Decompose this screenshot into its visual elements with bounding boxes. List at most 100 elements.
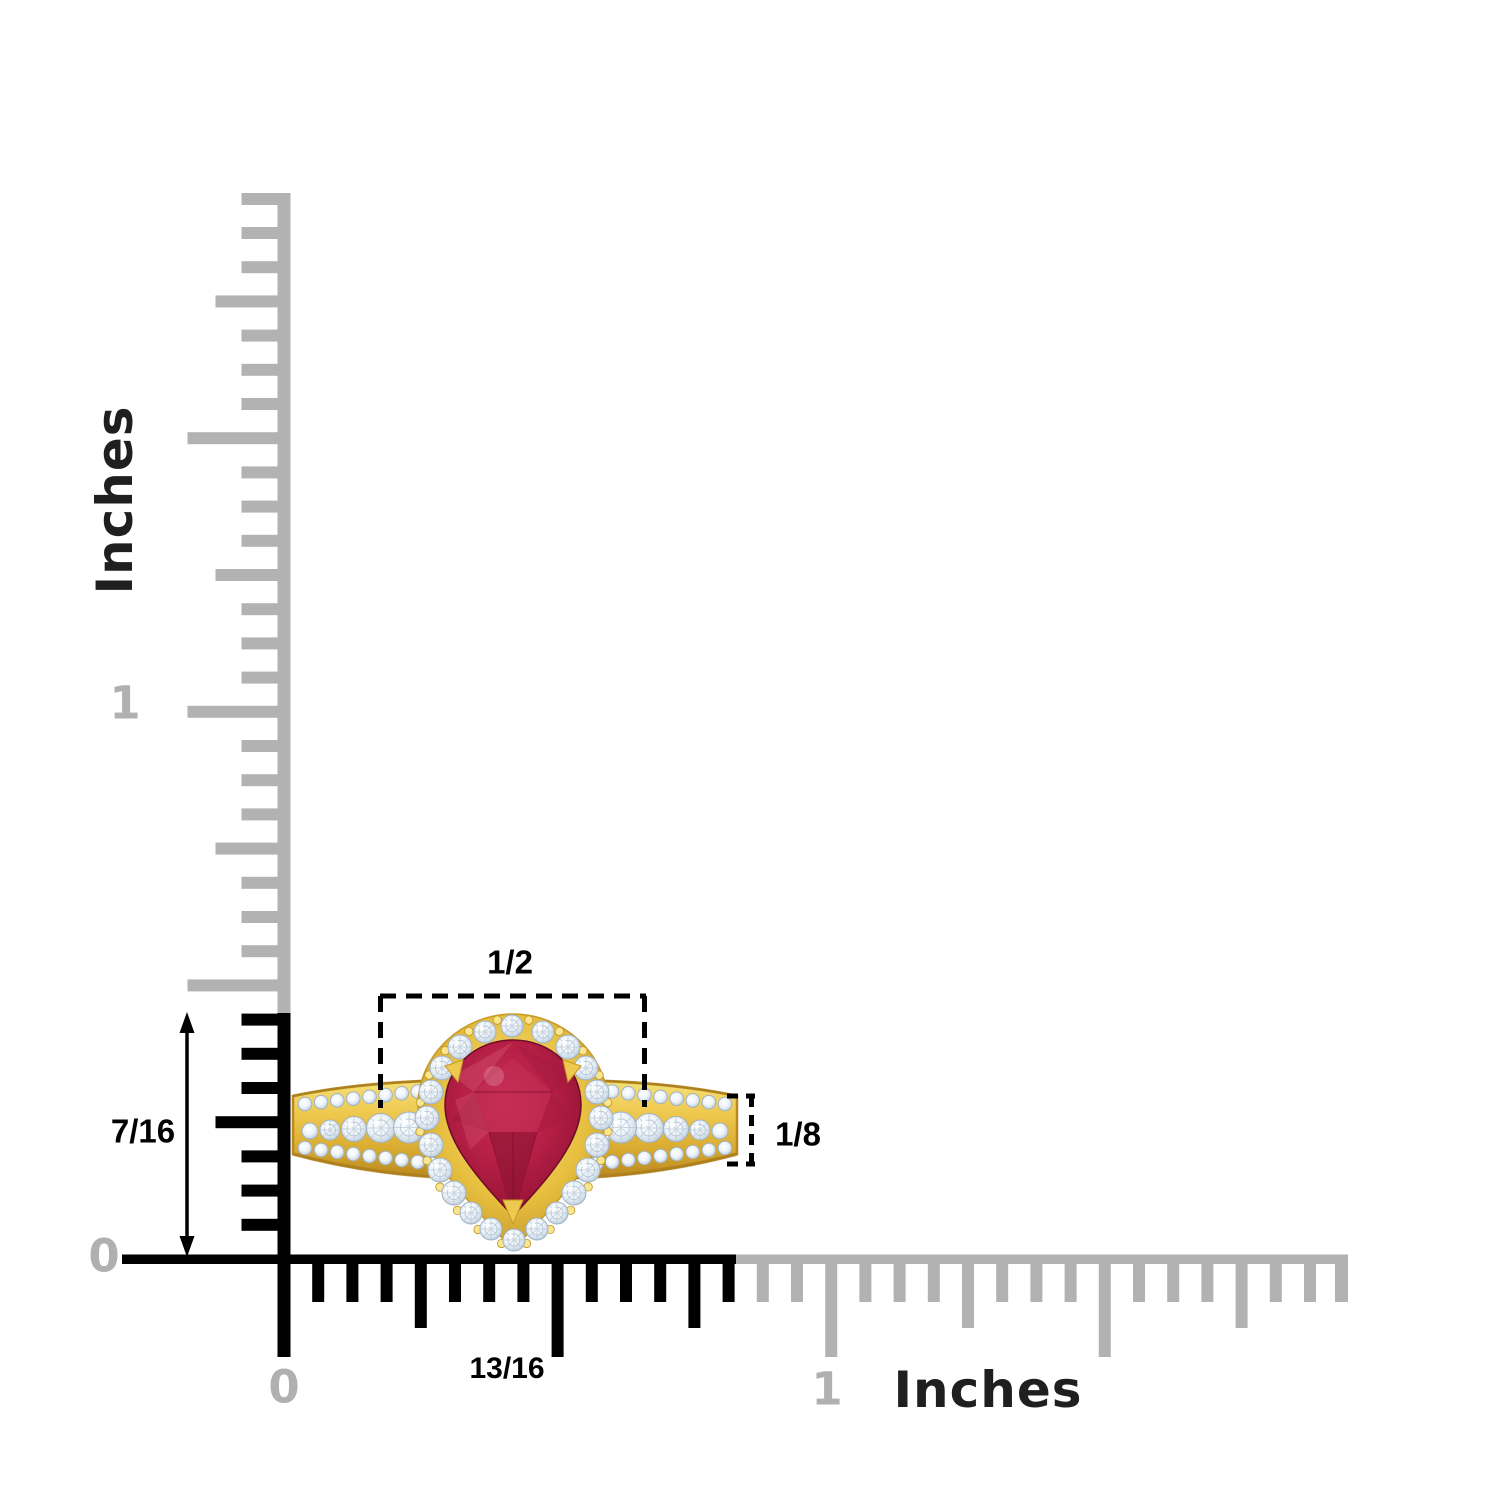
- diamond-stone-girdle: [621, 1152, 636, 1168]
- halo-diamonds: [414, 1014, 614, 1252]
- ruby-highlight: [484, 1066, 504, 1086]
- ruler-tick: [215, 569, 291, 581]
- ruler-tick: [241, 1013, 291, 1026]
- diamond-facet: [589, 1106, 613, 1130]
- diamond-stone: [545, 1201, 569, 1225]
- ruler-tick: [1335, 1254, 1348, 1302]
- diamond-stone: [500, 1014, 524, 1038]
- diamond-stone: [319, 1119, 341, 1141]
- diamond-stone-girdle: [329, 1144, 345, 1160]
- diamond-stone: [479, 1217, 503, 1241]
- ruby-facet-lines: [474, 1091, 552, 1217]
- height-measurement-arrow: [179, 1012, 195, 1257]
- diamond-stone: [669, 1091, 684, 1106]
- measurement-annotations: [179, 993, 755, 1257]
- ruler-tick: [483, 1254, 496, 1302]
- ruler-tick: [585, 1254, 598, 1302]
- diamond-sparkle: [425, 1138, 430, 1144]
- diamond-stone-girdle: [701, 1094, 717, 1110]
- diamond-stone: [584, 1079, 610, 1105]
- diamond-facet: [430, 1056, 454, 1080]
- diamond-facet: [576, 1158, 600, 1182]
- diamond-stone: [394, 1152, 409, 1168]
- ruler-tick: [1167, 1254, 1180, 1302]
- diamond-stone: [575, 1157, 601, 1183]
- diamond-stone-girdle: [346, 1091, 361, 1106]
- ruler-tick: [241, 637, 291, 650]
- diamond-stone: [621, 1086, 636, 1101]
- horizontal-ruler-label-1: 1: [811, 1362, 843, 1416]
- diamond-stone: [297, 1140, 313, 1156]
- ruler-tick: [1133, 1254, 1145, 1302]
- ruler-tick: [241, 808, 291, 821]
- ruby-facet: [455, 1092, 489, 1150]
- diamond-stone: [637, 1087, 652, 1103]
- diamond-stone: [561, 1180, 587, 1206]
- diamond-sparkle: [613, 1118, 620, 1126]
- diamond-stone-girdle: [621, 1086, 636, 1101]
- vertical-ruler-unit-label: Inches: [86, 405, 144, 595]
- diamond-sparkle: [591, 1085, 596, 1091]
- ruby-facet: [513, 1042, 574, 1092]
- diamond-facet: [690, 1120, 710, 1140]
- ruler-tick: [620, 1254, 632, 1302]
- diamond-stone-girdle: [711, 1122, 729, 1140]
- diamond-stone: [301, 1122, 319, 1140]
- diamond-facet: [367, 1114, 395, 1142]
- vertical-ruler-label-0: 0: [88, 1229, 120, 1283]
- diamond-sparkle: [401, 1118, 408, 1126]
- diamond-sparkle: [506, 1019, 511, 1025]
- ruler-tick: [215, 295, 291, 308]
- diamond-sparkle: [421, 1111, 426, 1117]
- diamond-facet: [585, 1133, 609, 1157]
- diamond-facet: [562, 1181, 586, 1205]
- diamond-stone: [634, 1113, 664, 1143]
- diamond-stone: [394, 1086, 409, 1101]
- diamond-facet: [394, 1112, 424, 1143]
- ruler-tick: [241, 466, 291, 479]
- diamond-stone: [366, 1113, 396, 1143]
- diamond-sparkle: [454, 1040, 459, 1046]
- diamond-sparkle: [562, 1040, 567, 1046]
- diamond-stone: [427, 1157, 453, 1183]
- diamond-stone: [459, 1201, 483, 1225]
- ruler-tick: [414, 1254, 427, 1328]
- diamond-stone-girdle: [717, 1096, 733, 1112]
- diamond-stone: [441, 1180, 467, 1206]
- diamond-stone-girdle: [701, 1142, 717, 1158]
- band-width-measurement-label: 1/8: [775, 1115, 821, 1153]
- ruler-tick: [241, 603, 291, 616]
- ruler-tick: [1269, 1254, 1282, 1302]
- diamond-stone: [663, 1116, 689, 1142]
- diamond-stone-girdle: [604, 1154, 620, 1170]
- diamond-sparkle: [448, 1186, 453, 1192]
- ruler-tick: [215, 1116, 291, 1129]
- diamond-stone-girdle: [637, 1150, 652, 1166]
- diamond-sparkle: [669, 1122, 675, 1128]
- diamond-stone: [525, 1217, 549, 1241]
- diamond-stone-girdle: [410, 1154, 426, 1170]
- diamond-stone: [604, 1154, 620, 1170]
- diamond-stone: [378, 1150, 393, 1166]
- ruler-tick: [241, 1218, 291, 1231]
- diamond-sparkle: [580, 1061, 585, 1067]
- diamond-stone-girdle: [297, 1140, 313, 1156]
- ruler-tick: [241, 1082, 291, 1094]
- horizontal-ruler-unit-label: Inches: [893, 1361, 1083, 1419]
- head-width-measurement-label: 1/2: [487, 943, 533, 981]
- ruler-tick: [241, 876, 291, 889]
- diamond-stone: [717, 1140, 733, 1156]
- diamond-facet: [342, 1117, 366, 1141]
- diamond-stone-girdle: [378, 1087, 393, 1103]
- diamond-stone-girdle: [301, 1122, 319, 1140]
- diamond-stone: [637, 1150, 652, 1166]
- diamond-facet: [419, 1133, 443, 1157]
- ruby-facet: [453, 1042, 513, 1092]
- ruler-tick: [312, 1254, 325, 1302]
- diamond-stone-girdle: [685, 1144, 701, 1160]
- diamond-stone: [531, 1020, 555, 1044]
- head-width-dashed-box: [378, 993, 647, 1108]
- diamond-stone: [378, 1087, 393, 1103]
- ruler-tick: [241, 227, 291, 239]
